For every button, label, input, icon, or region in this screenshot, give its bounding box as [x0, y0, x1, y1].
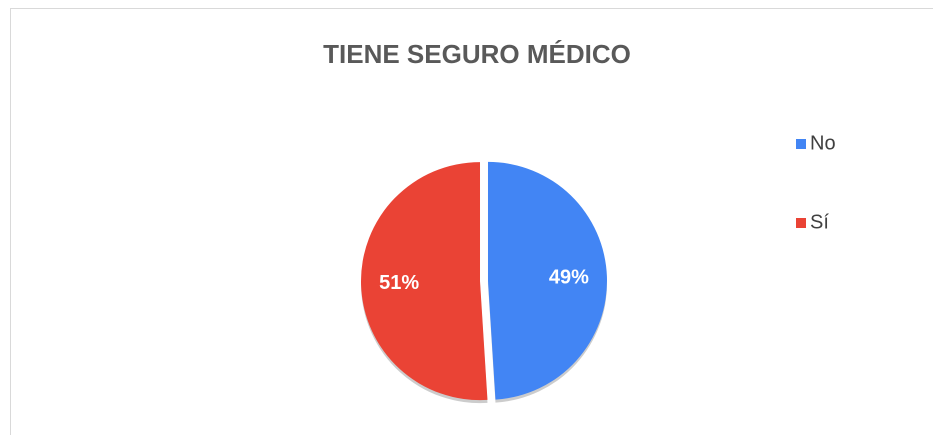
data-label: 51% — [379, 272, 419, 294]
legend-swatch — [796, 139, 806, 149]
pie-slice — [361, 162, 488, 401]
legend-swatch — [796, 218, 806, 228]
data-label: 49% — [549, 267, 589, 289]
chart-title: TIENE SEGURO MÉDICO — [323, 39, 631, 69]
legend-label: No — [810, 132, 836, 154]
legend-label: Sí — [810, 211, 829, 233]
pie-slice — [487, 161, 607, 400]
